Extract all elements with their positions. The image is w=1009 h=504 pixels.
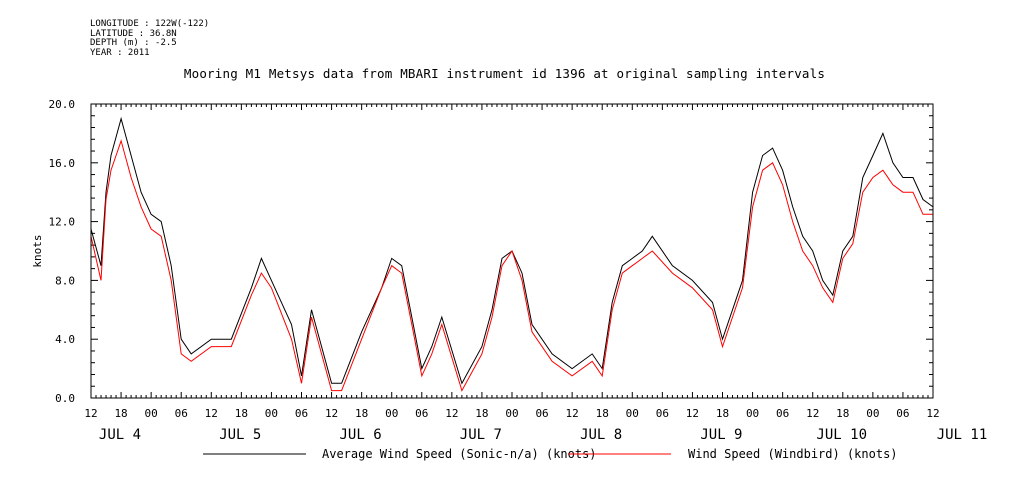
x-tick-label: 12 [325,407,338,420]
x-tick-label: 18 [716,407,729,420]
legend: Average Wind Speed (Sonic-n/a) (knots) W… [203,447,898,461]
x-tick-label: 12 [566,407,579,420]
series-layer [91,119,933,391]
x-tick-label: 12 [806,407,819,420]
y-tick-label: 12.0 [49,216,76,229]
x-tick-label: 12 [205,407,218,420]
x-tick-label: 06 [295,407,308,420]
x-tick-label: 00 [385,407,398,420]
y-axis-label: knots [31,234,44,267]
date-label: JUL 4 [99,427,141,443]
x-tick-label: 06 [415,407,428,420]
x-tick-label: 00 [265,407,278,420]
x-tick-label: 12 [686,407,699,420]
x-tick-label: 00 [626,407,639,420]
x-tick-label: 18 [235,407,248,420]
x-tick-label: 18 [596,407,609,420]
x-tick-label: 18 [475,407,488,420]
series-windbird-line [91,141,933,391]
y-tick-label: 4.0 [55,333,75,346]
chart-svg: 0.04.08.012.016.020.0 12 18 00 06 12 18 00 06 12… [0,0,1009,504]
x-tick-label: 06 [896,407,909,420]
x-tick-label: 00 [145,407,158,420]
date-label: JUL 9 [700,427,742,443]
x-tick-label: 06 [535,407,548,420]
date-labels: JUL 4 JUL 5 JUL 6 JUL 7 JUL 8 JUL 9 JUL 10 JUL … [99,427,987,443]
y-tick-labels: 0.0 4.0 8.0 12.0 16.0 20.0 [49,98,76,405]
x-tick-label: 06 [656,407,669,420]
x-tick-label: 18 [836,407,849,420]
y-tick-label: 16.0 [49,157,76,170]
date-label: JUL 6 [339,427,381,443]
date-label: JUL 5 [219,427,261,443]
x-tick-label: 00 [866,407,879,420]
x-tick-label: 06 [175,407,188,420]
x-tick-label: 00 [505,407,518,420]
x-tick-label: 18 [355,407,368,420]
y-tick-label: 20.0 [49,98,76,111]
y-tick-label: 8.0 [55,274,75,287]
x-tick-labels: 12 18 00 06 12 18 00 06 12 18 00 06 12 18 00 06 12 18 00 06… [84,407,939,420]
date-label: JUL 11 [937,427,988,443]
x-tick-label: 12 [926,407,939,420]
x-tick-label: 12 [84,407,97,420]
date-label: JUL 7 [460,427,502,443]
x-tick-label: 06 [776,407,789,420]
x-tick-label: 18 [114,407,127,420]
date-label: JUL 8 [580,427,622,443]
x-tick-label: 12 [445,407,458,420]
y-tick-label: 0.0 [55,392,75,405]
date-label: JUL 10 [816,427,867,443]
legend-label-average-wind: Average Wind Speed (Sonic-n/a) (knots) [322,447,597,461]
x-tick-label: 00 [746,407,759,420]
legend-label-windbird: Wind Speed (Windbird) (knots) [688,447,898,461]
